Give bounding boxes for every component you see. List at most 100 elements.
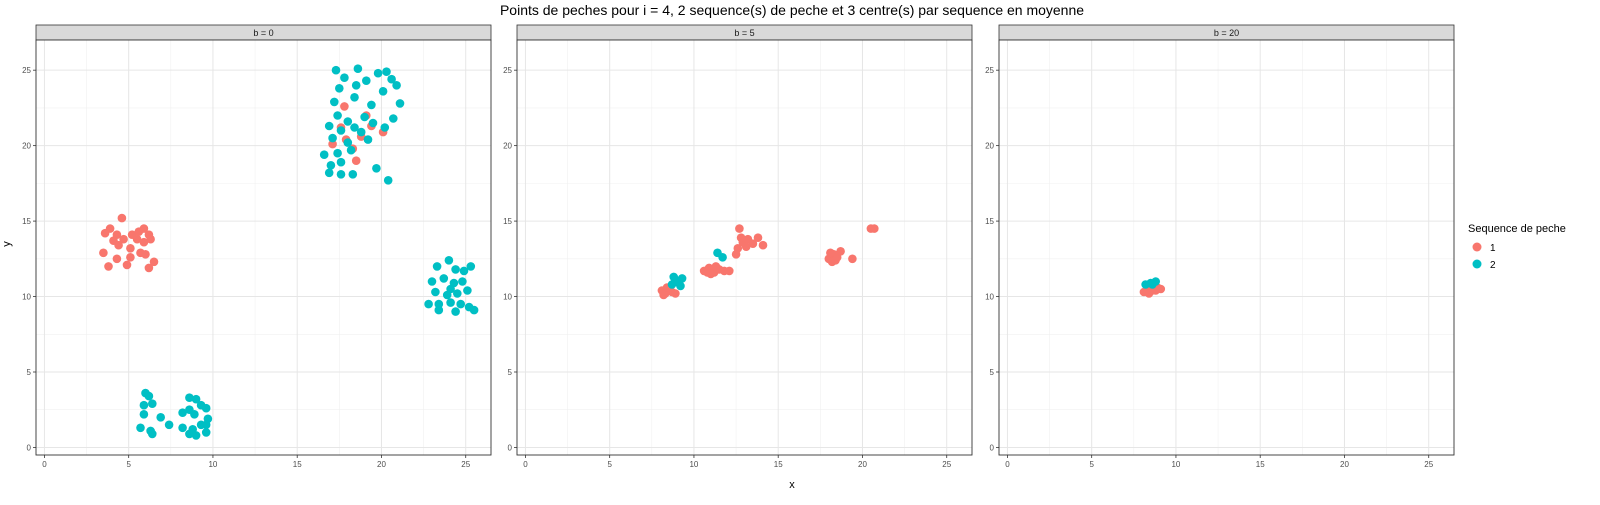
data-point-series-2 bbox=[139, 410, 149, 419]
x-tick-label: 25 bbox=[461, 460, 470, 469]
data-point-series-2 bbox=[451, 265, 460, 274]
x-axis-label: x bbox=[789, 479, 795, 491]
y-tick-label: 15 bbox=[503, 217, 512, 226]
data-point-series-2 bbox=[201, 403, 211, 413]
data-point-series-2 bbox=[348, 170, 358, 179]
y-tick-label: 20 bbox=[985, 142, 994, 151]
y-tick-label: 0 bbox=[990, 443, 995, 452]
y-tick-label: 15 bbox=[22, 217, 31, 226]
data-point-series-2 bbox=[336, 170, 346, 179]
panel-border bbox=[998, 39, 1455, 456]
data-point-series-2 bbox=[463, 286, 472, 295]
data-point-series-1 bbox=[146, 234, 155, 244]
data-point-series-2 bbox=[136, 423, 145, 433]
data-point-series-1 bbox=[149, 257, 159, 267]
data-point-series-2 bbox=[444, 255, 454, 265]
data-point-series-1 bbox=[112, 254, 122, 264]
data-point-series-1 bbox=[748, 239, 758, 248]
data-point-series-2 bbox=[439, 274, 449, 283]
data-point-series-2 bbox=[367, 100, 376, 110]
y-tick-label: 20 bbox=[22, 142, 31, 151]
data-point-series-2 bbox=[382, 67, 391, 76]
data-point-series-2 bbox=[458, 277, 467, 286]
data-point-series-2 bbox=[191, 431, 201, 440]
y-tick-label: 25 bbox=[22, 66, 31, 75]
data-point-series-2 bbox=[330, 97, 339, 107]
data-point-series-2 bbox=[319, 150, 329, 159]
x-tick-label: 10 bbox=[208, 460, 217, 469]
legend: Sequence de peche 1 2 bbox=[1468, 223, 1566, 271]
data-point-series-2 bbox=[380, 123, 390, 132]
data-point-series-2 bbox=[331, 65, 341, 75]
data-point-series-2 bbox=[343, 117, 353, 126]
x-tick-label: 25 bbox=[1424, 460, 1433, 469]
data-point-series-2 bbox=[672, 277, 682, 286]
data-point-series-2 bbox=[336, 126, 346, 135]
y-axis-label: y bbox=[1, 241, 13, 247]
data-point-series-2 bbox=[164, 420, 174, 430]
data-point-series-1 bbox=[731, 250, 741, 259]
data-point-series-2 bbox=[343, 138, 353, 147]
data-point-series-2 bbox=[191, 394, 201, 404]
data-point-series-2 bbox=[148, 429, 157, 439]
data-point-series-1 bbox=[141, 250, 150, 259]
x-tick-label: 10 bbox=[689, 460, 698, 469]
data-point-series-1 bbox=[139, 224, 149, 233]
data-point-series-2 bbox=[432, 262, 442, 271]
x-tick-label: 10 bbox=[1171, 460, 1180, 469]
data-point-series-2 bbox=[324, 121, 334, 131]
y-tick-label: 10 bbox=[22, 293, 31, 302]
data-point-series-2 bbox=[328, 133, 337, 143]
data-point-series-2 bbox=[368, 118, 378, 128]
x-tick-label: 5 bbox=[607, 460, 612, 469]
panel-2: b = 20 0 5 10 15 20 25 0 5 10 15 20 25 bbox=[985, 24, 1455, 469]
data-point-series-2 bbox=[362, 76, 371, 85]
data-point-series-2 bbox=[324, 168, 334, 178]
data-point-series-2 bbox=[350, 93, 359, 102]
data-point-series-2 bbox=[459, 266, 469, 276]
data-point-series-1 bbox=[741, 242, 751, 251]
legend-title: Sequence de peche bbox=[1468, 223, 1566, 235]
data-point-series-1 bbox=[826, 248, 835, 258]
data-point-series-2 bbox=[185, 393, 194, 403]
y-tick-label: 15 bbox=[985, 217, 994, 226]
data-point-series-2 bbox=[351, 81, 361, 90]
panels-layer: b = 0 0 5 10 15 20 25 0 5 10 15 20 25 b = 5 0 5 10 15 20 25… bbox=[22, 24, 1455, 469]
x-tick-label: 0 bbox=[1005, 460, 1010, 469]
data-point-series-2 bbox=[395, 99, 405, 108]
data-point-series-1 bbox=[126, 244, 135, 253]
y-tick-label: 0 bbox=[27, 443, 32, 452]
legend-label-2: 2 bbox=[1490, 260, 1496, 271]
y-tick-label: 10 bbox=[985, 293, 994, 302]
y-tick-label: 0 bbox=[508, 443, 513, 452]
data-point-series-2 bbox=[333, 148, 342, 158]
data-point-series-2 bbox=[373, 68, 383, 78]
data-point-series-1 bbox=[351, 156, 361, 165]
facet-label: b = 5 bbox=[734, 28, 754, 38]
data-point-series-2 bbox=[451, 307, 460, 316]
data-point-series-1 bbox=[659, 290, 668, 300]
data-point-series-2 bbox=[333, 111, 342, 120]
data-point-series-1 bbox=[114, 240, 123, 250]
panel-border bbox=[35, 39, 492, 456]
data-point-series-2 bbox=[389, 114, 398, 123]
x-tick-label: 20 bbox=[858, 460, 867, 469]
x-tick-label: 20 bbox=[377, 460, 386, 469]
y-tick-label: 25 bbox=[985, 66, 994, 75]
facet-label: b = 0 bbox=[253, 28, 273, 38]
data-point-series-2 bbox=[424, 299, 433, 309]
data-point-series-1 bbox=[671, 289, 680, 298]
data-point-series-2 bbox=[139, 400, 149, 410]
panel-1: b = 5 0 5 10 15 20 25 0 5 10 15 20 25 bbox=[503, 24, 973, 469]
y-tick-label: 5 bbox=[508, 368, 513, 377]
data-point-series-2 bbox=[148, 399, 157, 409]
data-point-series-1 bbox=[703, 268, 712, 277]
data-point-series-2 bbox=[196, 420, 206, 430]
data-point-series-2 bbox=[446, 284, 455, 294]
data-point-series-2 bbox=[178, 423, 187, 433]
data-point-series-2 bbox=[190, 410, 199, 419]
data-point-series-2 bbox=[372, 164, 381, 173]
data-point-series-1 bbox=[848, 254, 857, 264]
